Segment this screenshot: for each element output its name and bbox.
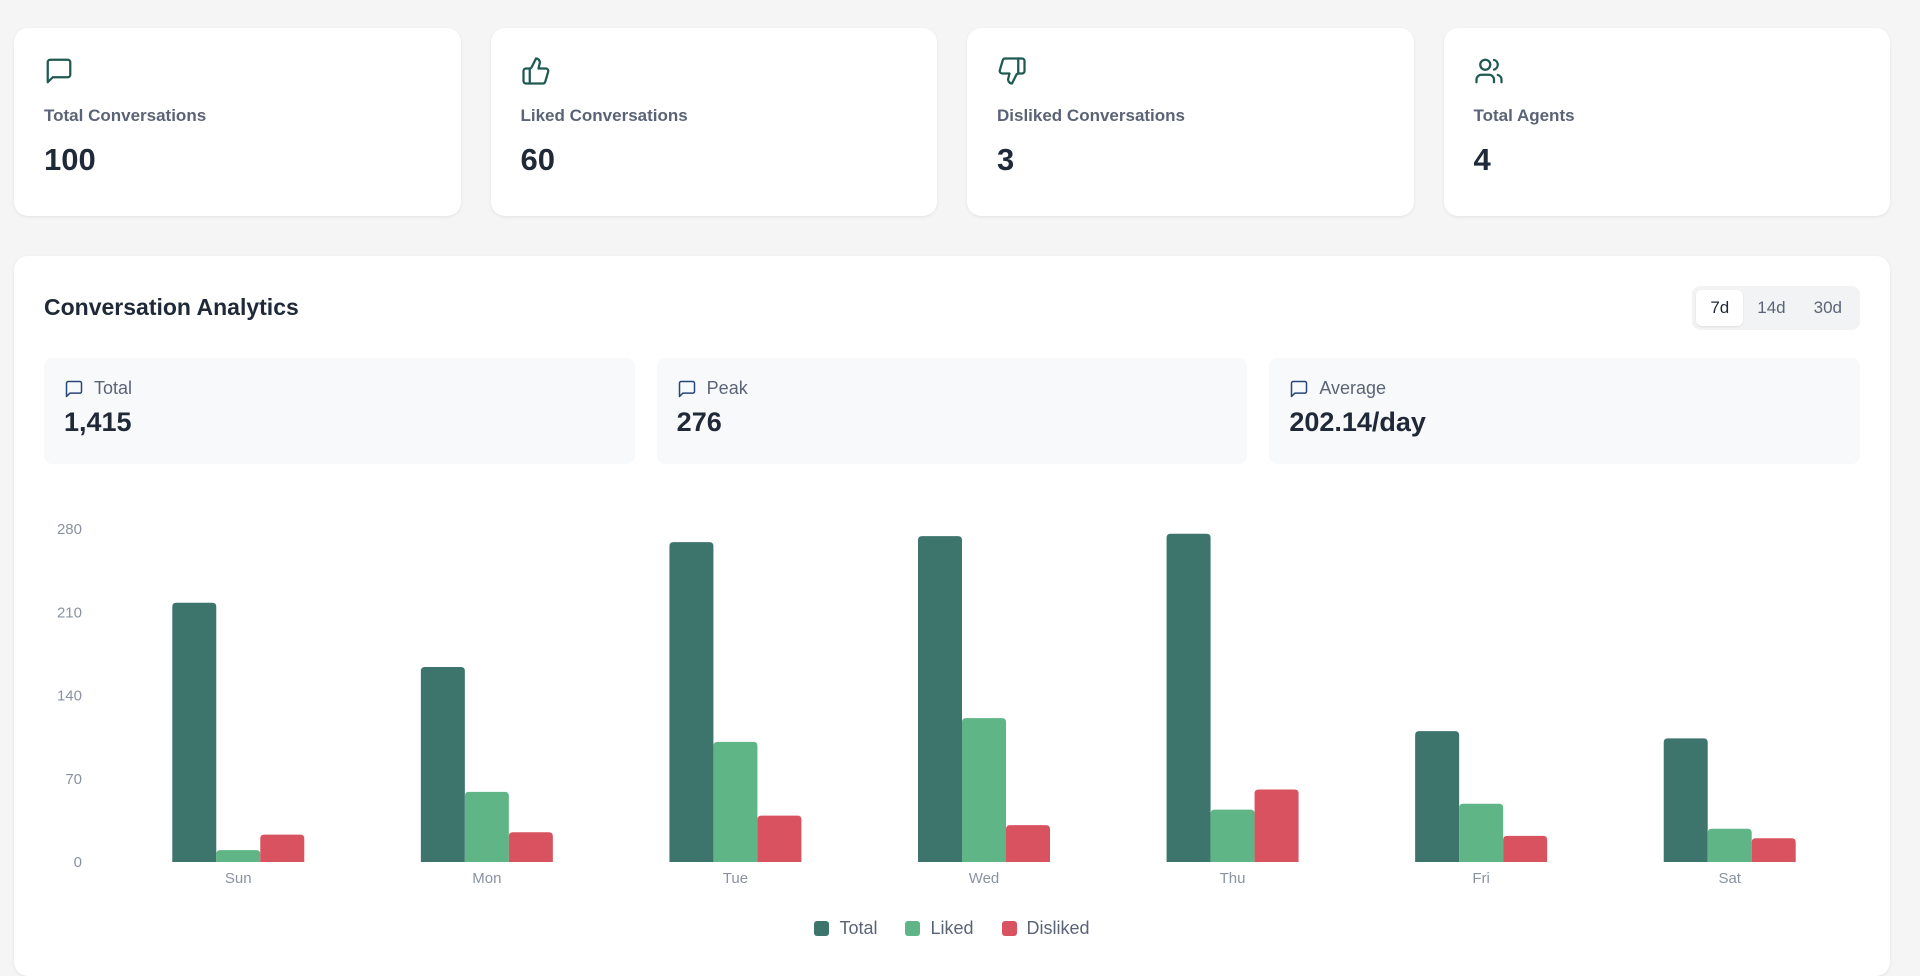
- bar-disliked-sun[interactable]: [260, 834, 305, 862]
- legend-swatch-total: [814, 921, 830, 936]
- range-option-14d[interactable]: 14d: [1757, 298, 1786, 317]
- summary-label: Average: [1319, 378, 1387, 398]
- y-tick-label: 280: [57, 521, 82, 538]
- x-tick-label: Mon: [472, 870, 501, 887]
- thumbs-up-icon: [521, 56, 551, 86]
- bar-total-mon[interactable]: [420, 666, 465, 862]
- legend-label: Liked: [930, 918, 974, 938]
- legend-swatch-liked: [905, 921, 921, 936]
- stats-row: Total Conversations 100 Liked Conversati…: [14, 28, 1890, 216]
- y-tick-label: 70: [65, 771, 82, 788]
- summary-value: 1,415: [64, 407, 132, 437]
- panel-title: Conversation Analytics: [44, 294, 299, 320]
- message-square-icon: [64, 379, 84, 399]
- summary-row: Total 1,415 Peak 276 Average 202.14/day: [44, 358, 1861, 464]
- legend-label: Disliked: [1026, 918, 1090, 938]
- conversation-bar-chart: 0 70 140 210 280 Sun Mon Tue Wed Thu Fri Sat: [57, 521, 1796, 887]
- users-icon: [1474, 56, 1504, 86]
- stat-card-disliked-conversations: Disliked Conversations 3: [967, 28, 1414, 216]
- stat-label: Disliked Conversations: [997, 106, 1186, 125]
- bar-total-fri[interactable]: [1415, 731, 1460, 862]
- bar-liked-wed[interactable]: [962, 718, 1006, 862]
- stat-label: Total Agents: [1473, 106, 1575, 125]
- stat-card-total-conversations: Total Conversations 100: [14, 28, 461, 216]
- conversation-analytics-panel: Conversation Analytics 7d 14d 30d Total …: [14, 256, 1890, 976]
- legend-item-total[interactable]: Total: [814, 918, 877, 939]
- bar-disliked-fri[interactable]: [1503, 835, 1548, 862]
- bar-liked-sun[interactable]: [216, 850, 261, 862]
- legend-item-liked[interactable]: Liked: [905, 918, 974, 939]
- bar-disliked-sat[interactable]: [1751, 838, 1796, 862]
- range-option-7d[interactable]: 7d: [1696, 290, 1744, 326]
- stat-value: 4: [1473, 142, 1491, 177]
- bar-disliked-tue[interactable]: [757, 815, 802, 862]
- stat-value: 60: [520, 142, 555, 177]
- bar-disliked-mon[interactable]: [508, 832, 553, 862]
- y-tick-label: 210: [57, 604, 82, 621]
- stat-card-total-agents: Total Agents 4: [1443, 28, 1890, 216]
- message-square-icon: [44, 56, 74, 86]
- stat-value: 100: [44, 142, 96, 177]
- range-option-30d[interactable]: 30d: [1813, 298, 1842, 317]
- stat-value: 3: [997, 142, 1015, 177]
- bar-disliked-thu[interactable]: [1254, 789, 1299, 862]
- y-tick-label: 0: [74, 854, 82, 871]
- message-square-icon: [1289, 379, 1309, 399]
- summary-card-peak: Peak 276: [656, 358, 1248, 464]
- x-tick-label: Wed: [969, 870, 1000, 887]
- bar-liked-thu[interactable]: [1210, 809, 1255, 862]
- summary-value: 276: [676, 407, 722, 437]
- stat-label: Total Conversations: [44, 106, 207, 125]
- bar-total-sun[interactable]: [172, 602, 217, 862]
- summary-label: Peak: [706, 378, 748, 398]
- stat-card-liked-conversations: Liked Conversations 60: [490, 28, 937, 216]
- y-tick-label: 140: [57, 688, 82, 705]
- message-square-icon: [677, 379, 697, 399]
- bar-liked-mon[interactable]: [464, 791, 509, 862]
- chart-legend: Total Liked Disliked: [14, 918, 1890, 939]
- bar-total-thu[interactable]: [1166, 533, 1211, 862]
- summary-card-average: Average 202.14/day: [1269, 358, 1861, 464]
- summary-card-total: Total 1,415: [44, 358, 635, 464]
- x-tick-label: Tue: [723, 870, 748, 887]
- bar-total-wed[interactable]: [918, 536, 962, 862]
- summary-value: 202.14/day: [1289, 407, 1426, 437]
- legend-item-disliked[interactable]: Disliked: [1001, 918, 1090, 939]
- bar-liked-sat[interactable]: [1707, 828, 1752, 862]
- range-toggle: 7d 14d 30d: [1692, 286, 1860, 330]
- bar-total-tue[interactable]: [669, 542, 714, 862]
- stat-label: Liked Conversations: [520, 106, 688, 125]
- x-tick-label: Sun: [225, 870, 252, 887]
- bar-liked-fri[interactable]: [1459, 803, 1504, 862]
- thumbs-down-icon: [997, 56, 1027, 86]
- summary-label: Total: [94, 378, 133, 398]
- bar-total-sat[interactable]: [1663, 738, 1708, 862]
- x-tick-label: Fri: [1472, 870, 1490, 887]
- bar-disliked-wed[interactable]: [1006, 825, 1050, 862]
- bar-liked-tue[interactable]: [713, 741, 758, 862]
- x-tick-label: Thu: [1220, 870, 1246, 887]
- legend-swatch-disliked: [1001, 921, 1017, 936]
- x-tick-label: Sat: [1718, 870, 1741, 887]
- legend-label: Total: [839, 918, 878, 938]
